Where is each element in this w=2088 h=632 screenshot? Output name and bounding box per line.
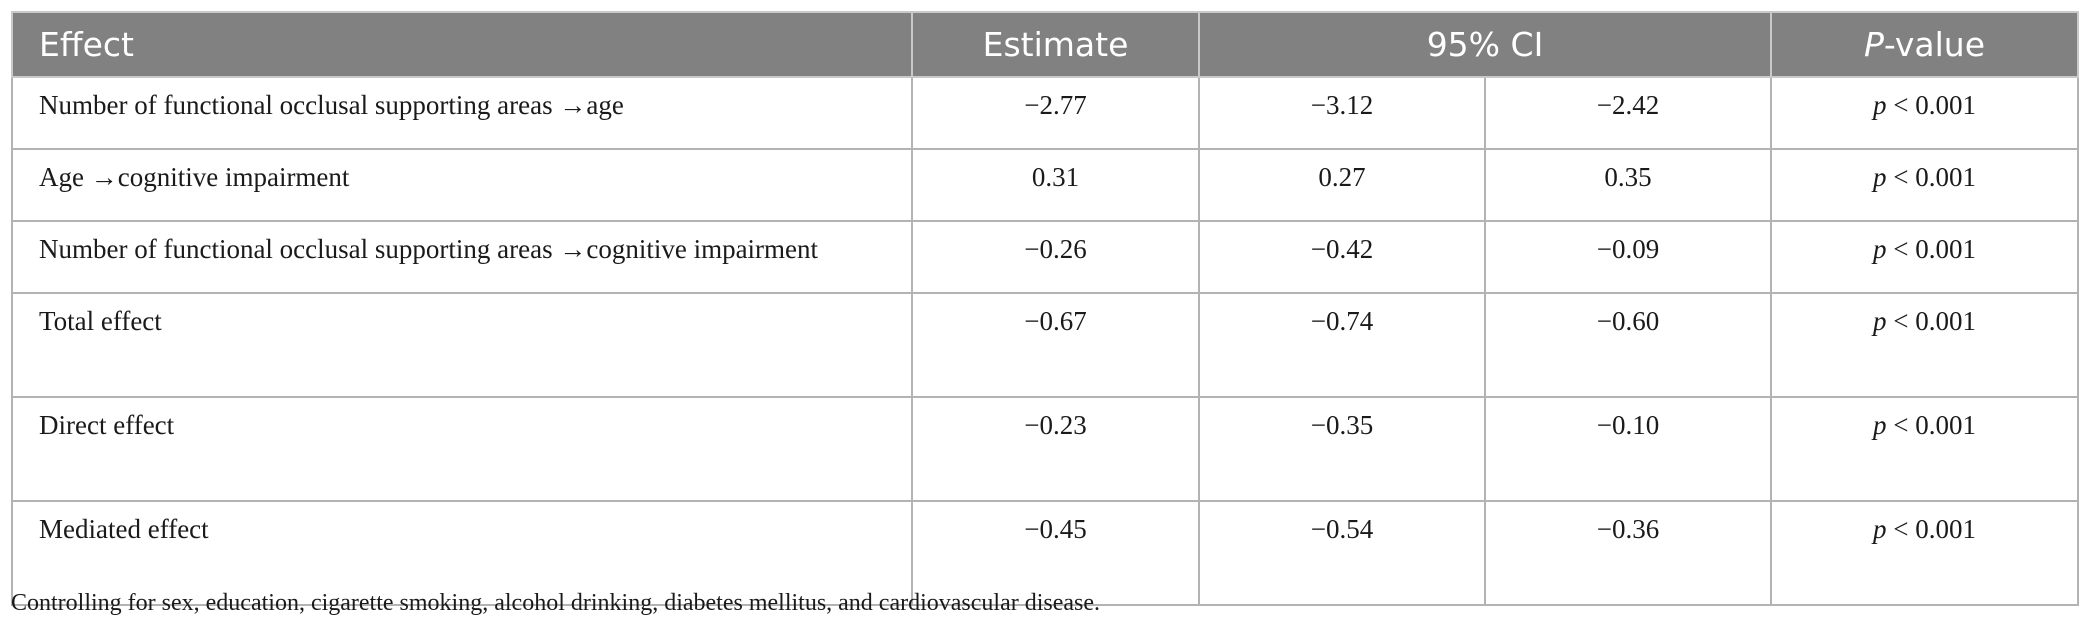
cell-estimate: −0.26 xyxy=(911,220,1200,294)
pvalue-rest: < 0.001 xyxy=(1886,514,1976,544)
cell-estimate: −0.67 xyxy=(911,292,1200,398)
table-row: Mediated effect −0.45 −0.54 −0.36 p < 0.… xyxy=(11,500,2079,606)
cell-pvalue: p < 0.001 xyxy=(1770,76,2079,150)
cell-pvalue: p < 0.001 xyxy=(1770,148,2079,222)
cell-ci-low: −3.12 xyxy=(1198,76,1486,150)
table-footnote: Controlling for sex, education, cigarett… xyxy=(11,590,1101,616)
results-table: Effect Estimate 95% CI P-value Number of… xyxy=(11,11,2079,606)
header-pvalue-suffix: -value xyxy=(1883,25,1986,64)
pvalue-rest: < 0.001 xyxy=(1886,90,1976,120)
cell-estimate: 0.31 xyxy=(911,148,1200,222)
header-ci: 95% CI xyxy=(1198,11,1772,78)
table-row: Number of functional occlusal supporting… xyxy=(11,220,2079,294)
cell-pvalue: p < 0.001 xyxy=(1770,292,2079,398)
cell-effect: Total effect xyxy=(11,292,913,398)
table-row: Age →cognitive impairment 0.31 0.27 0.35… xyxy=(11,148,2079,222)
cell-ci-high: −0.36 xyxy=(1484,500,1772,606)
cell-effect: Number of functional occlusal supporting… xyxy=(11,220,913,294)
cell-ci-high: −0.60 xyxy=(1484,292,1772,398)
header-effect: Effect xyxy=(11,11,913,78)
cell-ci-high: −0.10 xyxy=(1484,396,1772,502)
header-pvalue: P-value xyxy=(1770,11,2079,78)
cell-ci-high: −2.42 xyxy=(1484,76,1772,150)
table-row: Direct effect −0.23 −0.35 −0.10 p < 0.00… xyxy=(11,396,2079,502)
cell-effect: Age →cognitive impairment xyxy=(11,148,913,222)
cell-pvalue: p < 0.001 xyxy=(1770,220,2079,294)
pvalue-letter: p xyxy=(1873,234,1887,264)
cell-effect: Direct effect xyxy=(11,396,913,502)
cell-ci-low: −0.74 xyxy=(1198,292,1486,398)
cell-pvalue: p < 0.001 xyxy=(1770,500,2079,606)
header-row: Effect Estimate 95% CI P-value xyxy=(11,11,2079,78)
cell-estimate: −0.45 xyxy=(911,500,1200,606)
pvalue-letter: p xyxy=(1873,306,1887,336)
cell-ci-low: 0.27 xyxy=(1198,148,1486,222)
pvalue-rest: < 0.001 xyxy=(1886,306,1976,336)
cell-ci-low: −0.54 xyxy=(1198,500,1486,606)
cell-pvalue: p < 0.001 xyxy=(1770,396,2079,502)
pvalue-letter: p xyxy=(1873,162,1887,192)
pvalue-rest: < 0.001 xyxy=(1886,410,1976,440)
pvalue-letter: p xyxy=(1873,514,1887,544)
cell-estimate: −2.77 xyxy=(911,76,1200,150)
header-pvalue-letter: P xyxy=(1863,25,1884,64)
pvalue-rest: < 0.001 xyxy=(1886,234,1976,264)
cell-effect: Number of functional occlusal supporting… xyxy=(11,76,913,150)
table-row: Total effect −0.67 −0.74 −0.60 p < 0.001 xyxy=(11,292,2079,398)
pvalue-letter: p xyxy=(1873,410,1887,440)
cell-estimate: −0.23 xyxy=(911,396,1200,502)
header-estimate: Estimate xyxy=(911,11,1200,78)
cell-ci-low: −0.35 xyxy=(1198,396,1486,502)
cell-ci-high: −0.09 xyxy=(1484,220,1772,294)
cell-ci-low: −0.42 xyxy=(1198,220,1486,294)
cell-ci-high: 0.35 xyxy=(1484,148,1772,222)
cell-effect: Mediated effect xyxy=(11,500,913,606)
table-row: Number of functional occlusal supporting… xyxy=(11,76,2079,150)
pvalue-rest: < 0.001 xyxy=(1886,162,1976,192)
pvalue-letter: p xyxy=(1873,90,1887,120)
